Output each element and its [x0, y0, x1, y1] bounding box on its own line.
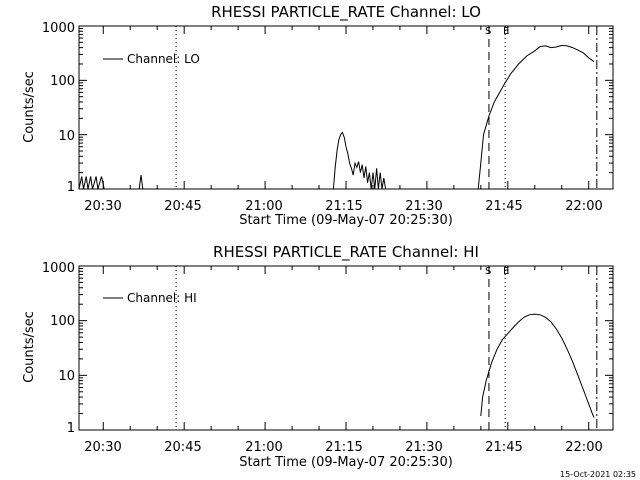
generation-timestamp: 15-Oct-2021 02:35 [560, 470, 636, 479]
lo-start-marker-label: S [485, 26, 491, 37]
lo-x-axis-label: Start Time (09-May-07 20:25:30) [239, 213, 453, 228]
hi-end-marker-label: E [503, 266, 509, 277]
hi-x-tick: 22:00 [565, 440, 602, 455]
hi-x-tick-labels: 20:30 20:45 21:00 21:15 21:30 21:45 22:0… [84, 440, 602, 455]
lo-x-tick: 20:45 [164, 199, 201, 214]
hi-start-marker-label: S [485, 266, 491, 277]
hi-y-tick-10: 10 [58, 369, 75, 384]
hi-y-tick-1: 1 [67, 421, 75, 436]
hi-series-line [480, 313, 595, 418]
lo-y-tick-labels: 1 10 100 1000 [42, 21, 75, 195]
hi-y-tick-labels: 1 10 100 1000 [42, 261, 75, 436]
hi-x-tick: 21:30 [405, 440, 442, 455]
lo-x-tick: 21:45 [485, 199, 522, 214]
hi-x-axis-label: Start Time (09-May-07 20:25:30) [239, 455, 453, 470]
lo-y-axis-label: Counts/sec [22, 71, 37, 143]
lo-x-tick: 21:30 [405, 199, 442, 214]
lo-chart-title: RHESSI PARTICLE_RATE Channel: LO [211, 3, 481, 22]
lo-legend: Channel: LO [103, 52, 200, 66]
hi-x-tick: 21:45 [485, 440, 522, 455]
lo-y-tick-10: 10 [58, 129, 75, 144]
hi-y-axis-label: Counts/sec [22, 311, 37, 383]
lo-y-tick-100: 100 [50, 74, 75, 89]
lo-end-marker-label: E [503, 26, 509, 37]
lo-x-tick-labels: 20:30 20:45 21:00 21:15 21:30 21:45 22:0… [84, 199, 602, 214]
hi-y-tick-1000: 1000 [42, 261, 75, 276]
lo-channel-panel: RHESSI PARTICLE_RATE Channel: LO Counts/… [22, 3, 614, 228]
hi-chart-title: RHESSI PARTICLE_RATE Channel: HI [213, 243, 479, 262]
lo-legend-label: Channel: LO [127, 52, 200, 66]
hi-x-tick: 21:00 [245, 440, 282, 455]
lo-y-tick-1: 1 [67, 180, 75, 195]
lo-series-line [78, 44, 595, 190]
hi-x-tick: 20:30 [84, 440, 121, 455]
lo-x-tick: 20:30 [84, 199, 121, 214]
hi-x-tick: 20:45 [164, 440, 201, 455]
lo-x-tick: 21:00 [245, 199, 282, 214]
lo-x-tick: 21:15 [325, 199, 362, 214]
lo-x-tick: 22:00 [565, 199, 602, 214]
hi-y-tick-100: 100 [50, 314, 75, 329]
hi-x-tick: 21:15 [325, 440, 362, 455]
hi-legend-label: Channel: HI [127, 291, 197, 305]
lo-plot-frame [78, 25, 614, 190]
hi-legend: Channel: HI [103, 291, 197, 305]
hi-channel-panel: RHESSI PARTICLE_RATE Channel: HI Counts/… [22, 243, 614, 470]
lo-y-tick-1000: 1000 [42, 21, 75, 36]
